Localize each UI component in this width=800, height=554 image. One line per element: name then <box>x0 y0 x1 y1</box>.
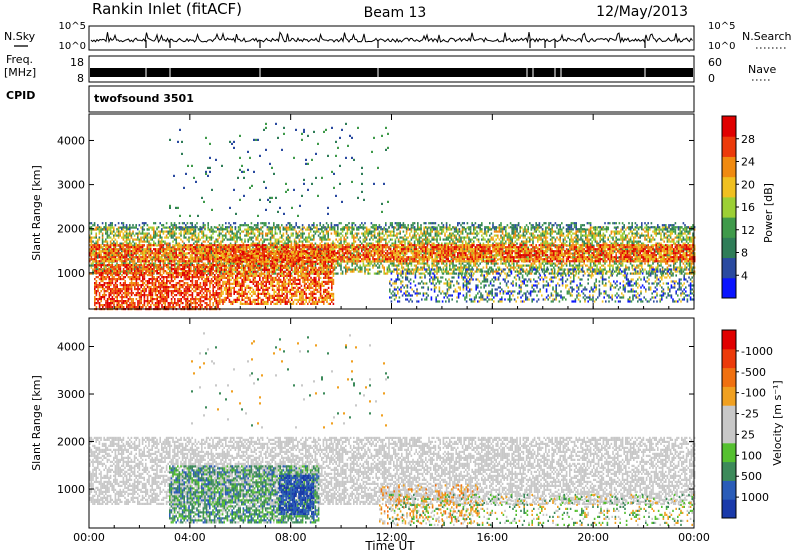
velocity-colorbar-swatch <box>722 461 736 481</box>
x-tick-label: 12:00 <box>376 531 408 544</box>
nsky-trace <box>90 31 693 48</box>
power-cbar-label: Power [dB] <box>762 183 775 243</box>
velocity-y-tick-label: 3000 <box>57 388 85 401</box>
velocity-colorbar-swatch <box>722 480 736 500</box>
nsearch-label: N.Search <box>742 30 792 43</box>
velocity-colorbar-swatch <box>722 499 736 519</box>
freq-label: Freq. <box>6 53 33 66</box>
power-colorbar-swatch <box>722 217 736 238</box>
velocity-colorbar-tick: -25 <box>741 408 759 421</box>
nave-tick-bottom: 0 <box>708 72 715 85</box>
nsky-label: N.Sky <box>4 30 36 43</box>
power-panel: 1000 2000 3000 4000 Slant Range [km] 4 8 12 16… <box>30 113 775 311</box>
nsky-panel: N.Sky 10^5 10^0 N.Search 10^5 10^0 <box>4 21 792 52</box>
power-data <box>89 122 696 311</box>
power-y-axis: 1000 2000 3000 4000 <box>57 134 694 280</box>
nave-label: Nave <box>748 63 776 76</box>
power-colorbar-tick: 4 <box>741 269 748 282</box>
velocity-colorbar-tick: -500 <box>741 366 766 379</box>
x-axis-title: Time UT <box>364 539 415 553</box>
freq-tick-bottom: 8 <box>77 72 84 85</box>
velocity-colorbar: 1000 500 100 25 -25 -100 -500 -1000 <box>721 329 773 519</box>
velocity-colorbar-swatch <box>722 330 736 350</box>
velocity-y-axis: 1000 2000 3000 4000 <box>57 341 694 496</box>
nsearch-tick-top: 10^5 <box>708 21 735 32</box>
velocity-colorbar-swatch <box>722 348 736 369</box>
power-colorbar-tick: 28 <box>741 133 755 146</box>
velocity-y-tick-label: 4000 <box>57 341 85 354</box>
freq-unit: [MHz] <box>4 66 36 79</box>
site-title: Rankin Inlet (fitACF) <box>92 0 242 18</box>
x-tick-label: 08:00 <box>275 531 307 544</box>
freq-trace <box>145 68 646 80</box>
velocity-colorbar-tick: 500 <box>741 470 762 483</box>
x-tick-label: 00:00 <box>73 531 105 544</box>
power-y-tick-label: 2000 <box>57 223 85 236</box>
power-ylabel: Slant Range [km] <box>30 165 43 261</box>
power-colorbar-tick: 12 <box>741 224 755 237</box>
power-colorbar-swatch <box>722 136 736 157</box>
nave-tick-top: 60 <box>708 56 722 69</box>
velocity-colorbar-swatch <box>722 367 736 387</box>
date-label: 12/May/2013 <box>596 4 688 20</box>
nsky-tick-bottom: 10^0 <box>59 41 86 52</box>
nsearch-tick-bottom: 10^0 <box>708 41 735 52</box>
velocity-y-tick-label: 2000 <box>57 436 85 449</box>
power-colorbar-tick: 8 <box>741 247 748 260</box>
power-y-tick-label: 1000 <box>57 267 85 280</box>
power-colorbar-swatch <box>722 176 736 198</box>
velocity-data <box>89 332 696 526</box>
velocity-colorbar-tick: -100 <box>741 387 766 400</box>
power-colorbar-tick: 24 <box>741 156 755 169</box>
x-tick-label: 20:00 <box>577 531 609 544</box>
power-colorbar-swatch <box>722 196 736 218</box>
velocity-cbar-label: Velocity [m s⁻¹] <box>771 380 784 465</box>
velocity-colorbar-swatch <box>722 405 736 425</box>
cpid-value: twofsound 3501 <box>94 92 194 105</box>
x-tick-label: 00:00 <box>678 531 710 544</box>
x-tick-label: 04:00 <box>174 531 206 544</box>
power-y-tick-label: 3000 <box>57 179 85 192</box>
power-colorbar-swatch <box>722 116 736 137</box>
power-colorbar: 4 8 12 16 20 24 28 <box>721 115 755 299</box>
power-colorbar-tick: 16 <box>741 201 755 214</box>
velocity-colorbar-swatch <box>722 386 736 406</box>
beam-label: Beam 13 <box>364 5 427 21</box>
power-colorbar-swatch <box>722 277 736 299</box>
velocity-colorbar-tick: 1000 <box>741 491 769 504</box>
velocity-y-tick-label: 1000 <box>57 483 85 496</box>
power-y-tick-label: 4000 <box>57 134 85 147</box>
velocity-panel: 1000 2000 3000 4000 Slant Range [km] 1000 50… <box>30 317 784 529</box>
freq-panel: Freq. [MHz] 18 8 Nave 60 0 <box>4 53 776 85</box>
velocity-colorbar-tick: 25 <box>741 428 755 441</box>
cpid-label: CPID <box>6 89 35 102</box>
power-colorbar-swatch <box>722 237 736 259</box>
freq-tick-top: 18 <box>70 56 84 69</box>
power-colorbar-swatch <box>722 156 736 178</box>
velocity-colorbar-tick: 100 <box>741 449 762 462</box>
x-tick-label: 16:00 <box>476 531 508 544</box>
nsky-tick-top: 10^5 <box>59 21 86 32</box>
velocity-colorbar-swatch <box>722 442 736 463</box>
power-colorbar-tick: 20 <box>741 178 755 191</box>
power-colorbar-swatch <box>722 257 736 279</box>
time-x-axis: 00:00 04:00 08:00 12:00 16:00 20:00 00:00 <box>73 114 710 544</box>
velocity-colorbar-swatch <box>722 424 736 444</box>
velocity-colorbar-tick: -1000 <box>741 345 773 358</box>
velocity-ylabel: Slant Range [km] <box>30 375 43 471</box>
